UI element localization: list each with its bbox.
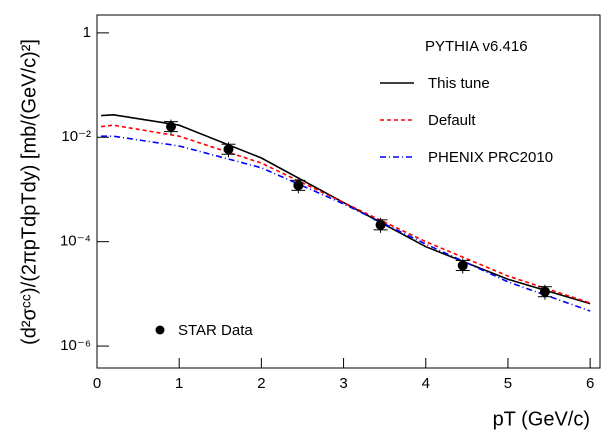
legend-title: PYTHIA v6.416 (425, 38, 528, 55)
x-tick-label: 3 (339, 375, 347, 392)
legend-label: This tune (428, 75, 490, 92)
legend-label: STAR Data (178, 322, 253, 339)
data-point (293, 180, 304, 191)
legend-label: Default (428, 112, 476, 129)
x-tick-label: 0 (93, 375, 101, 392)
x-axis-title: pT (GeV/c) (493, 408, 590, 430)
data-point (375, 219, 386, 230)
legend-marker (155, 325, 165, 335)
plot-frame (96, 14, 601, 369)
x-tick-label: 1 (175, 375, 183, 392)
data-point (223, 144, 234, 155)
y-axis-title: (d²σᶜᶜ)/(2πpTdpTdy) [mb/(GeV/c)²] (18, 39, 40, 345)
x-tick-label: 2 (257, 375, 265, 392)
y-tick-label: 10⁻⁴ (60, 233, 91, 250)
series-line (101, 113, 591, 305)
y-tick-label: 10⁻² (61, 128, 91, 145)
data-point (457, 260, 468, 271)
y-tick-label: 10⁻⁶ (60, 337, 91, 354)
legend-label: PHENIX PRC2010 (428, 149, 553, 166)
y-tick-label: 1 (83, 24, 91, 41)
x-tick-label: 5 (504, 375, 512, 392)
x-tick-label: 6 (586, 375, 594, 392)
x-tick-label: 4 (422, 375, 430, 392)
data-point (165, 121, 176, 132)
data-point (539, 286, 550, 297)
